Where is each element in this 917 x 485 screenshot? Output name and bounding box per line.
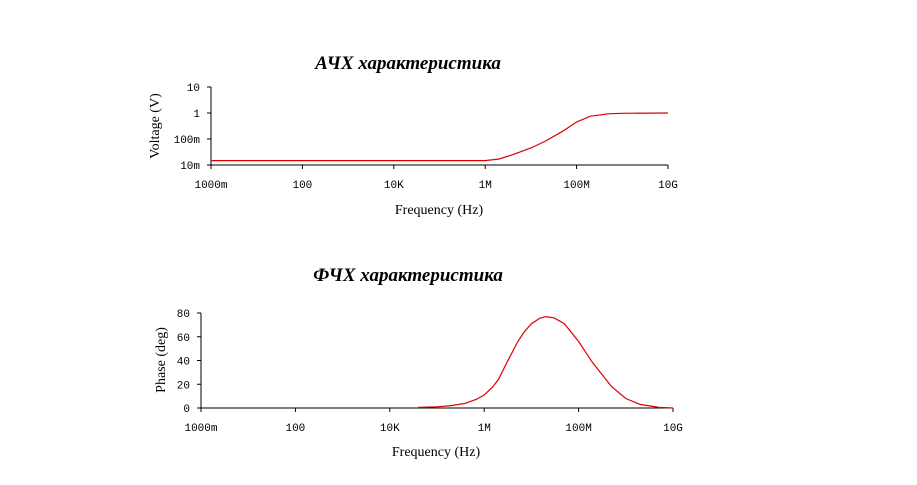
phase-y-tick-label: 20 (177, 380, 190, 392)
phase-x-tick-label: 1000m (184, 423, 217, 435)
phase-y-tick-label: 0 (183, 404, 190, 416)
phase-x-axis-label: Frequency (Hz) (392, 445, 481, 460)
phase-series-line (418, 315, 674, 409)
phase-x-tick-label: 1M (478, 423, 491, 435)
phase-x-tick-label: 100M (565, 423, 591, 435)
magnitude-y-tick-label: 1 (193, 109, 200, 121)
magnitude-x-tick-label: 1M (479, 180, 492, 192)
magnitude-y-tick-label: 100m (174, 135, 201, 147)
magnitude-x-tick-label: 10G (658, 180, 678, 192)
magnitude-x-tick-label: 100 (292, 180, 312, 192)
phase-y-tick-label: 80 (177, 309, 190, 321)
phase-chart: ФЧХ характеристика Frequency (Hz) Phase … (154, 265, 683, 460)
phase-chart-title: ФЧХ характеристика (313, 265, 503, 286)
magnitude-x-tick-label: 1000m (194, 180, 227, 192)
magnitude-y-tick-label: 10 (187, 83, 200, 95)
magnitude-chart-title: АЧХ характеристика (314, 53, 501, 74)
magnitude-chart: АЧХ характеристика Frequency (Hz) Voltag… (148, 53, 678, 218)
magnitude-x-tick-label: 100M (563, 180, 589, 192)
magnitude-y-tick-label: 10m (180, 161, 200, 173)
magnitude-series-line (211, 112, 669, 162)
magnitude-x-tick-label: 10K (384, 180, 404, 192)
magnitude-x-axis-label: Frequency (Hz) (395, 203, 484, 218)
magnitude-y-axis-label: Voltage (V) (148, 93, 163, 159)
phase-x-tick-label: 10G (663, 423, 683, 435)
phase-y-axis-label: Phase (deg) (154, 327, 169, 393)
phase-y-tick-label: 60 (177, 333, 190, 345)
phase-y-tick-label: 40 (177, 357, 190, 369)
phase-x-tick-label: 100 (285, 423, 305, 435)
phase-x-tick-label: 10K (380, 423, 400, 435)
